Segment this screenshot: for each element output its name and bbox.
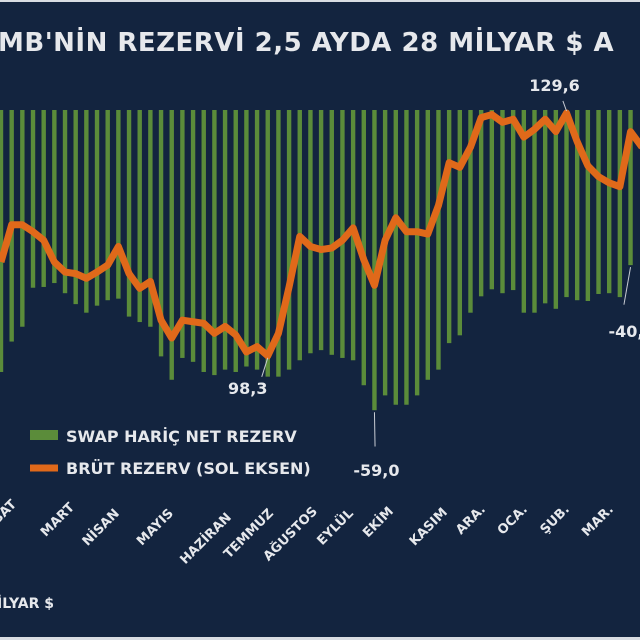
bar: [126, 110, 132, 317]
bar: [532, 110, 537, 313]
month-label: MAR.: [579, 502, 617, 540]
bar: [510, 110, 516, 291]
bar: [521, 110, 527, 313]
annotation-label: -40,: [609, 322, 640, 341]
annotation-leader-line: [261, 357, 269, 377]
unit-label: İLYAR $: [0, 596, 54, 612]
legend-label-net-rezerv: SWAP HARİÇ NET REZERV: [66, 427, 297, 446]
bar: [436, 110, 441, 370]
line-series-brut-rezerv: [0, 109, 640, 360]
bar: [585, 110, 591, 301]
bar: [564, 110, 569, 298]
bar: [244, 110, 249, 367]
legend-label-brut-rezerv: BRÜT REZERV (SOL EKSEN): [66, 459, 311, 478]
bar: [404, 110, 409, 405]
bar: [414, 110, 420, 396]
bar: [265, 110, 270, 377]
annotation-label: 129,6: [529, 76, 580, 95]
bar: [372, 110, 377, 411]
legend: SWAP HARİÇ NET REZERV BRÜT REZERV (SOL E…: [30, 427, 311, 478]
annotation-label: -59,0: [353, 461, 399, 480]
bar: [468, 110, 473, 313]
x-axis-month-labels: BAT MART NİSAN MAYIS HAZİRANTEMMUZAĞUSTOSEYL…: [0, 497, 617, 567]
bar: [84, 110, 89, 313]
bar: [158, 110, 164, 357]
bar: [137, 110, 142, 323]
bar: [574, 110, 580, 301]
month-label: ŞUB.: [538, 502, 573, 537]
month-label: KASIM: [407, 505, 451, 549]
annotations: 98,3 129,6 -59,0 -40,: [228, 76, 640, 480]
bar: [148, 110, 153, 327]
bar: [62, 110, 68, 294]
bar: [30, 110, 36, 288]
bar: [0, 110, 4, 372]
bar: [489, 110, 495, 290]
bar: [617, 110, 623, 298]
bar: [94, 110, 100, 306]
legend-swatch-net-rezerv: [30, 430, 58, 440]
bar: [425, 110, 430, 380]
bar: [308, 110, 313, 354]
bar: [478, 110, 484, 297]
annotation-label: 98,3: [228, 379, 267, 398]
month-label: HAZİRAN: [177, 510, 235, 568]
month-label: OCA.: [495, 502, 531, 538]
bar: [286, 110, 292, 370]
month-label: MART: [38, 500, 78, 540]
bar: [20, 110, 25, 327]
month-label: EKİM: [360, 504, 397, 541]
month-label: NİSAN: [79, 506, 123, 550]
bar: [201, 110, 206, 372]
bar: [500, 110, 505, 294]
bar: [553, 110, 559, 309]
bar: [393, 110, 398, 405]
bar: [169, 110, 174, 380]
bar: [329, 110, 334, 355]
bar: [276, 110, 281, 377]
bar: [446, 110, 452, 344]
bar: [254, 110, 260, 370]
bar: [116, 110, 121, 299]
bar: [180, 110, 185, 358]
month-label: EYLÜL: [314, 506, 357, 549]
bar: [212, 110, 217, 376]
chart-title: MB'NİN REZERVİ 2,5 AYDA 28 MİLYAR $ A: [0, 28, 615, 58]
annotation-leader-line: [623, 267, 632, 305]
bar: [73, 110, 78, 305]
bar: [41, 110, 46, 287]
bar: [190, 110, 196, 362]
bar: [457, 110, 463, 336]
annotation-leader-line: [562, 100, 567, 112]
bar: [318, 110, 324, 351]
bar: [233, 110, 238, 372]
bar: [361, 110, 366, 386]
annotation-leader-line: [373, 412, 376, 447]
bar: [52, 110, 57, 284]
bar: [628, 110, 633, 266]
month-label: MAYIS: [134, 506, 177, 549]
bar: [222, 110, 228, 370]
month-label: BAT: [0, 497, 20, 527]
month-label: ARA.: [453, 502, 489, 538]
bar: [596, 110, 601, 294]
bar: [340, 110, 345, 358]
bar-series: [0, 110, 633, 411]
bar: [542, 110, 548, 304]
bar: [105, 110, 110, 301]
bar: [606, 110, 612, 294]
